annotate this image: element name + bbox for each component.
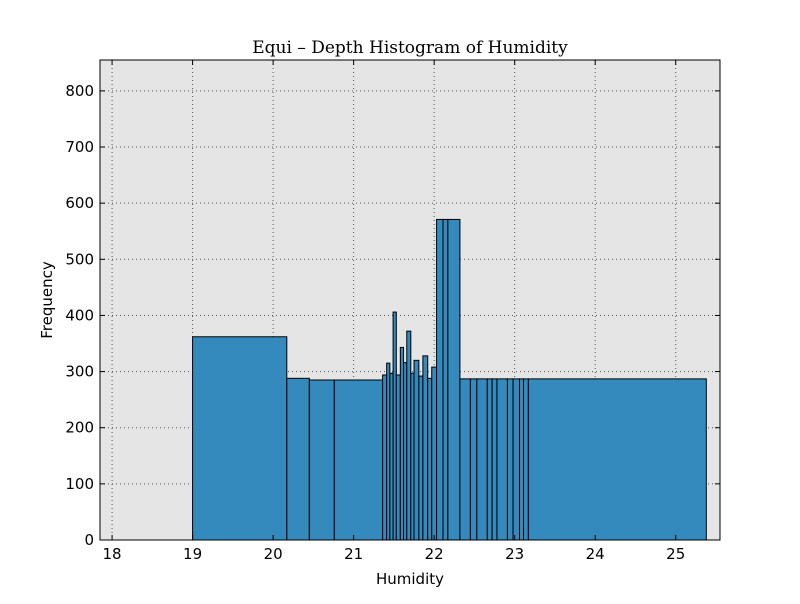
y-tick-label: 100: [65, 475, 94, 493]
histogram-bar: [308, 379, 335, 541]
histogram-bar: [286, 377, 310, 541]
x-tick-label: 22: [425, 545, 444, 563]
y-tick-label: 600: [65, 194, 94, 212]
y-tick-label: 800: [65, 82, 94, 100]
histogram-bar: [447, 218, 461, 541]
histogram-bar: [506, 378, 514, 541]
y-axis-label: Frequency: [38, 261, 56, 339]
x-tick-label: 21: [344, 545, 363, 563]
x-tick-label: 24: [586, 545, 605, 563]
histogram-bar: [395, 374, 401, 541]
histogram-bar: [519, 378, 525, 541]
histogram-bar: [442, 218, 449, 541]
x-tick-label: 25: [666, 545, 685, 563]
histogram-bar: [333, 379, 384, 541]
x-tick-label: 19: [183, 545, 202, 563]
y-tick-label: 0: [84, 531, 94, 549]
y-tick-label: 400: [65, 306, 94, 324]
histogram-bar: [486, 378, 493, 541]
histogram-bar: [527, 378, 707, 541]
histogram-bar: [431, 366, 438, 541]
histogram-bar: [512, 378, 521, 541]
x-axis-label: Humidity: [376, 570, 444, 588]
histogram-bar: [382, 374, 388, 541]
histogram-bar: [406, 330, 412, 541]
x-tick-label: 23: [505, 545, 524, 563]
histogram-bar: [422, 355, 429, 541]
histogram-bar: [491, 378, 498, 541]
x-tick-label: 18: [103, 545, 122, 563]
y-tick-label: 500: [65, 250, 94, 268]
plot-frame: [99, 59, 721, 541]
histogram-bar: [413, 359, 420, 541]
y-tick-label: 700: [65, 138, 94, 156]
y-tick-label: 200: [65, 419, 94, 437]
x-tick-label: 20: [264, 545, 283, 563]
histogram-bar: [469, 378, 478, 541]
histogram-bar: [523, 378, 529, 541]
histogram-bar: [459, 378, 471, 541]
histogram-bar: [496, 378, 508, 541]
histogram-bar: [418, 375, 424, 541]
chart-title: Equi – Depth Histogram of Humidity: [252, 38, 568, 58]
histogram-bar: [476, 378, 488, 541]
histogram-bar: [427, 377, 433, 541]
histogram-bar: [436, 218, 444, 541]
y-tick-label: 300: [65, 363, 94, 381]
histogram-bar: [192, 336, 288, 541]
